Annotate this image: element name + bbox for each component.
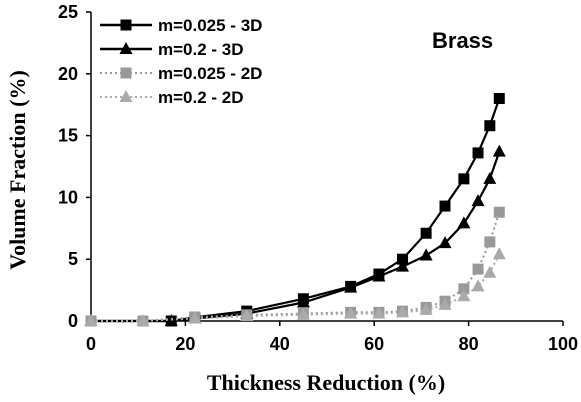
x-tick-label: 100 [548, 334, 578, 354]
y-tick-label: 15 [58, 126, 78, 146]
data-point [438, 236, 452, 249]
series-line [91, 253, 501, 322]
legend-label: m=0.2 - 2D [158, 88, 244, 107]
data-point [438, 297, 452, 310]
data-point [471, 279, 485, 292]
data-point [188, 311, 202, 324]
data-point [344, 306, 358, 319]
data-point [458, 283, 470, 295]
series-4 [84, 247, 506, 326]
legend-marker [119, 90, 133, 102]
data-point [372, 269, 386, 282]
legend-label: m=0.025 - 3D [158, 16, 262, 35]
x-tick-label: 40 [270, 334, 290, 354]
data-point [344, 280, 358, 293]
data-point [296, 295, 310, 308]
x-tick-label: 20 [175, 334, 195, 354]
data-point [296, 307, 310, 320]
series-2 [84, 144, 506, 326]
x-tick-label: 60 [364, 334, 384, 354]
data-point [419, 248, 433, 261]
legend-entry-2: m=0.2 - 3D [100, 40, 244, 59]
x-tick-label: 0 [86, 334, 96, 354]
legend-label: m=0.2 - 3D [158, 40, 244, 59]
series-line [91, 98, 501, 323]
data-point [483, 265, 497, 278]
data-point [420, 227, 432, 239]
data-point [396, 259, 410, 272]
data-point [472, 147, 484, 159]
data-point [396, 305, 410, 318]
data-point [240, 309, 254, 322]
data-point [457, 289, 471, 302]
legend-label: m=0.025 - 2D [158, 64, 262, 83]
data-point [492, 247, 506, 260]
data-point [484, 236, 496, 248]
x-tick-label: 80 [459, 334, 479, 354]
data-point [492, 144, 506, 157]
x-ticks: 0 20 40 60 80 100 [86, 321, 578, 354]
legend-marker [119, 42, 133, 54]
legend-entry-3: m=0.025 - 2D [100, 64, 262, 83]
data-point [493, 206, 505, 218]
data-point [472, 263, 484, 275]
data-point [439, 200, 451, 212]
y-axis-title: Volume Fraction (%) [5, 70, 30, 270]
y-tick-label: 5 [68, 249, 78, 269]
legend-marker [120, 19, 132, 31]
x-axis-title: Thickness Reduction (%) [207, 370, 445, 395]
legend-marker [120, 67, 132, 79]
data-point [397, 253, 409, 265]
data-point [458, 173, 470, 185]
y-tick-label: 25 [58, 2, 78, 22]
data-point [84, 314, 98, 326]
series-line [91, 151, 501, 323]
data-point [372, 306, 386, 319]
chart-annotation: Brass [432, 28, 493, 53]
y-tick-label: 10 [58, 187, 78, 207]
data-point [471, 194, 485, 207]
data-point [493, 93, 505, 105]
y-tick-label: 20 [58, 64, 78, 84]
y-ticks: 0 5 10 15 20 25 [58, 2, 91, 331]
data-point [136, 314, 150, 326]
legend: m=0.025 - 3D m=0.2 - 3D m=0.025 - 2D m=0.2 … [100, 16, 262, 107]
data-point [419, 302, 433, 315]
y-tick-label: 0 [68, 311, 78, 331]
legend-entry-1: m=0.025 - 3D [100, 16, 262, 35]
data-point [484, 120, 496, 132]
series-layer [84, 93, 506, 327]
series-1 [85, 93, 505, 327]
legend-entry-4: m=0.2 - 2D [100, 88, 244, 107]
data-point [483, 171, 497, 184]
data-point [457, 216, 471, 229]
